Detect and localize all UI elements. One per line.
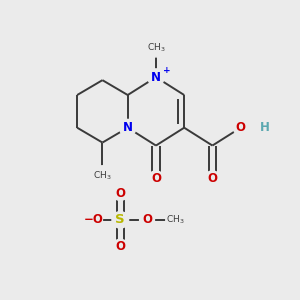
Circle shape	[146, 38, 166, 57]
Circle shape	[85, 211, 102, 229]
Text: −O: −O	[84, 213, 103, 226]
Text: O: O	[115, 240, 125, 253]
Text: N: N	[151, 71, 161, 84]
Circle shape	[140, 212, 154, 227]
Circle shape	[113, 186, 128, 200]
Circle shape	[148, 171, 164, 186]
Text: O: O	[142, 213, 152, 226]
Circle shape	[166, 210, 185, 230]
Text: O: O	[236, 121, 246, 134]
Text: O: O	[115, 187, 125, 200]
Text: CH$_3$: CH$_3$	[147, 41, 165, 54]
Text: CH$_3$: CH$_3$	[166, 214, 184, 226]
Text: N: N	[123, 121, 133, 134]
Circle shape	[93, 166, 112, 185]
Circle shape	[205, 171, 220, 186]
Circle shape	[112, 212, 129, 228]
Text: O: O	[151, 172, 161, 185]
Text: H: H	[260, 121, 270, 134]
Text: S: S	[116, 213, 125, 226]
Text: O: O	[207, 172, 218, 185]
Circle shape	[119, 119, 136, 136]
Circle shape	[233, 120, 248, 135]
Text: +: +	[164, 66, 171, 75]
Circle shape	[113, 239, 128, 254]
Circle shape	[148, 69, 164, 85]
Text: CH$_3$: CH$_3$	[93, 169, 112, 182]
